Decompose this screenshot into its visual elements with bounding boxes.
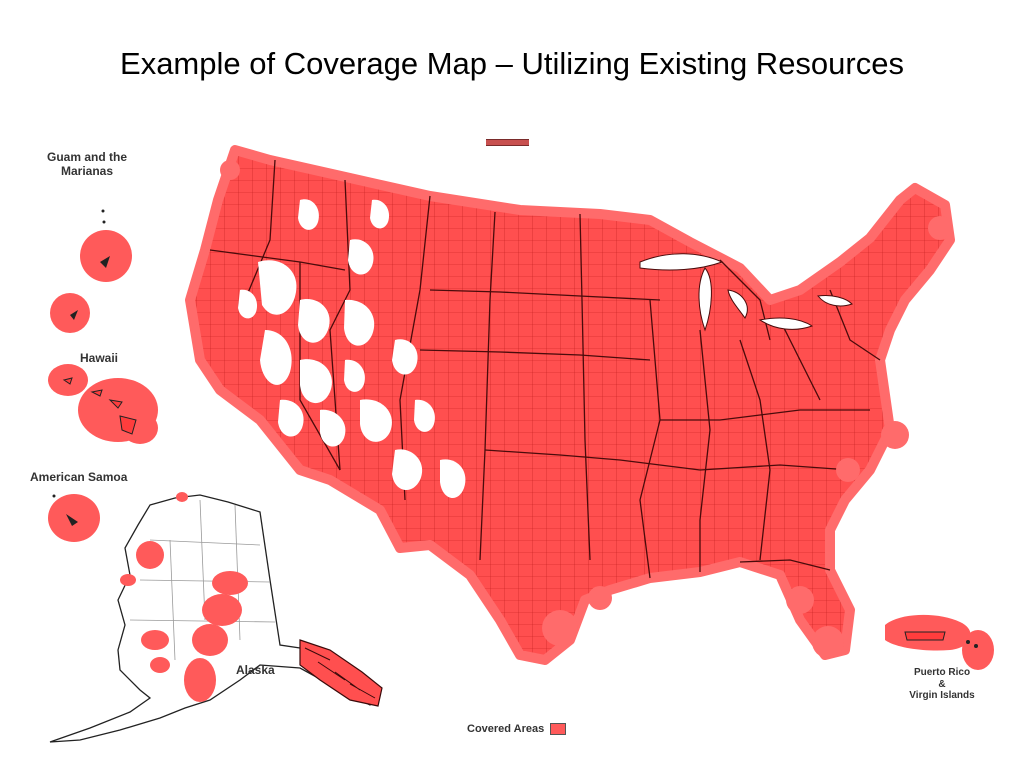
legend-label: Covered Areas	[467, 723, 545, 735]
great-lakes	[639, 253, 853, 332]
slide-title: Example of Coverage Map – Utilizing Exis…	[120, 46, 904, 81]
alaska-panhandle-coverage	[299, 639, 383, 707]
label-puerto-rico: Puerto Rico & Virgin Islands	[900, 667, 984, 702]
map-legend: Covered Areas	[467, 723, 567, 735]
alaska-coverage	[120, 492, 248, 702]
legend-swatch	[550, 723, 567, 735]
label-alaska: Alaska	[236, 663, 275, 677]
samoa-coverage	[48, 494, 100, 542]
label-guam: Guam and the Marianas	[32, 150, 142, 179]
decorative-bar	[486, 139, 529, 146]
label-american-samoa: American Samoa	[30, 470, 128, 484]
puerto-rico-coverage	[885, 614, 994, 670]
coastal-coverage	[220, 160, 952, 658]
ampersand-text: &	[938, 678, 946, 690]
coverage-area-conus	[185, 145, 955, 665]
label-hawaii: Hawaii	[80, 351, 119, 365]
puerto-rico-text: Puerto Rico	[913, 667, 971, 678]
uncovered-areas	[238, 199, 466, 499]
guam-coverage	[50, 209, 132, 333]
virgin-islands-text: Virgin Islands	[909, 690, 975, 701]
alaska	[49, 492, 383, 743]
continental-us	[185, 145, 955, 665]
guam-label-text: Guam and the Marianas	[46, 150, 127, 178]
hawaii-coverage	[48, 364, 158, 444]
